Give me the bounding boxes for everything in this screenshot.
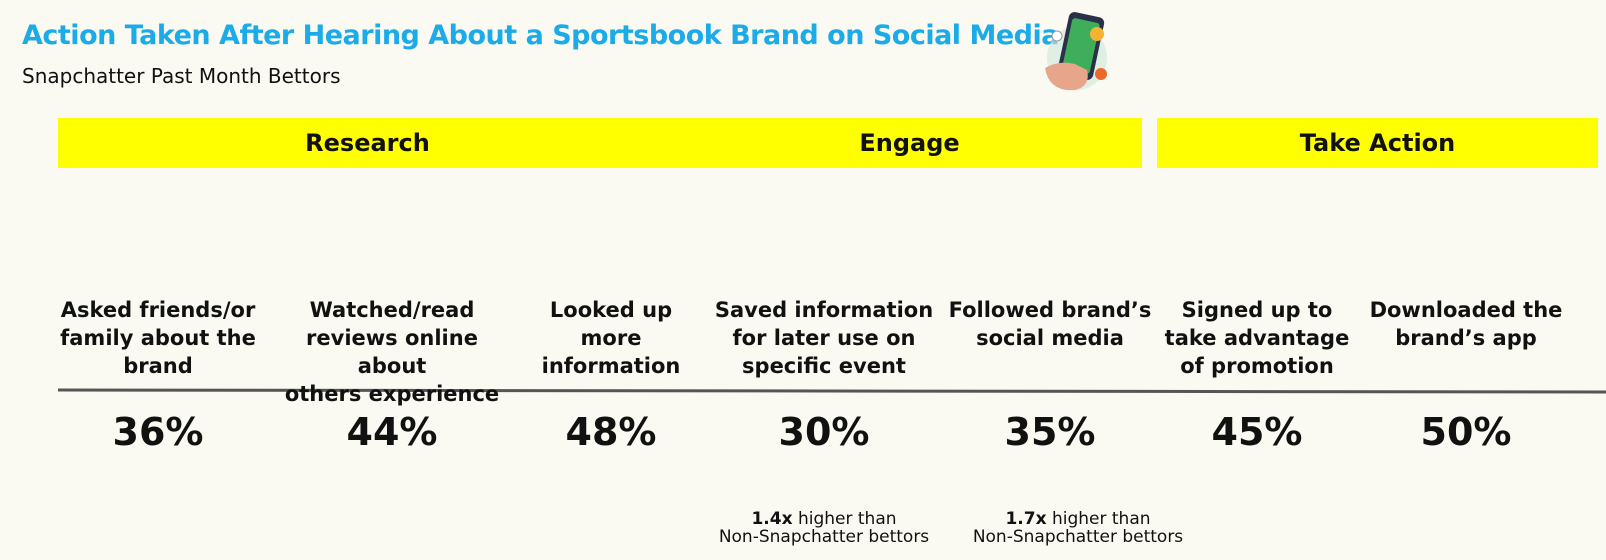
item-label: Saved information for later use on specifi… bbox=[704, 296, 944, 380]
label-line: Signed up to bbox=[1181, 298, 1333, 322]
item-value: 48% bbox=[565, 410, 657, 454]
group-header: Take Action bbox=[1157, 118, 1598, 168]
label-line: Watched/read bbox=[309, 298, 475, 322]
item-label: Downloaded the brand’s app bbox=[1346, 296, 1586, 352]
label-line: Asked friends/or bbox=[60, 298, 256, 322]
group-header: Engage bbox=[677, 118, 1142, 168]
note-text: higher than bbox=[797, 509, 897, 529]
item-value: 44% bbox=[346, 410, 438, 454]
label-line: more bbox=[580, 326, 642, 350]
item-label: Signed up to take advantage of promotion bbox=[1137, 296, 1377, 380]
group-header: Research bbox=[58, 118, 677, 168]
label-line: social media bbox=[976, 326, 1124, 350]
label-line: Looked up bbox=[549, 298, 673, 322]
item-note: 1.7x higher than Non-Snapchatter bettors bbox=[948, 510, 1208, 546]
note-line: Non-Snapchatter bettors bbox=[718, 527, 930, 547]
note-line: 1.4x higher than bbox=[694, 510, 954, 528]
item-note: 1.4x higher than Non-Snapchatter bettors bbox=[694, 510, 954, 546]
label-line: reviews online about bbox=[306, 326, 478, 378]
item-value: 45% bbox=[1211, 410, 1303, 454]
label-line: Saved information bbox=[714, 298, 934, 322]
label-line: information bbox=[541, 354, 681, 378]
item-value: 30% bbox=[778, 410, 870, 454]
note-emphasis: 1.7x bbox=[1005, 509, 1047, 529]
subtitle: Snapchatter Past Month Bettors bbox=[22, 64, 341, 88]
item-value: 35% bbox=[1004, 410, 1096, 454]
item-label: Followed brand’s social media bbox=[930, 296, 1170, 352]
label-line: brand bbox=[123, 354, 193, 378]
item-value: 36% bbox=[112, 410, 204, 454]
label-line: brand’s app bbox=[1395, 326, 1537, 350]
label-line: for later use on bbox=[732, 326, 916, 350]
item-value: 50% bbox=[1420, 410, 1512, 454]
note-text: higher than bbox=[1051, 509, 1151, 529]
item-label: Watched/read reviews online about others e… bbox=[272, 296, 512, 408]
note-line: Non-Snapchatter bettors bbox=[972, 527, 1184, 547]
icon bbox=[1045, 12, 1107, 91]
title: Action Taken After Hearing About a Sport… bbox=[22, 20, 1059, 51]
label-line: of promotion bbox=[1180, 354, 1334, 378]
note-emphasis: 1.4x bbox=[751, 509, 793, 529]
label-line: specific event bbox=[742, 354, 906, 378]
item-label: Looked up more information bbox=[491, 296, 731, 380]
divider bbox=[58, 388, 1606, 394]
label-line: take advantage bbox=[1164, 326, 1350, 350]
note-line: 1.7x higher than bbox=[948, 510, 1208, 528]
label-line: family about the bbox=[60, 326, 256, 350]
label-line: Followed brand’s bbox=[948, 298, 1152, 322]
item-label: Asked friends/or family about the brand bbox=[38, 296, 278, 380]
label-line: others experience bbox=[284, 382, 500, 406]
label-line: Downloaded the bbox=[1369, 298, 1563, 322]
